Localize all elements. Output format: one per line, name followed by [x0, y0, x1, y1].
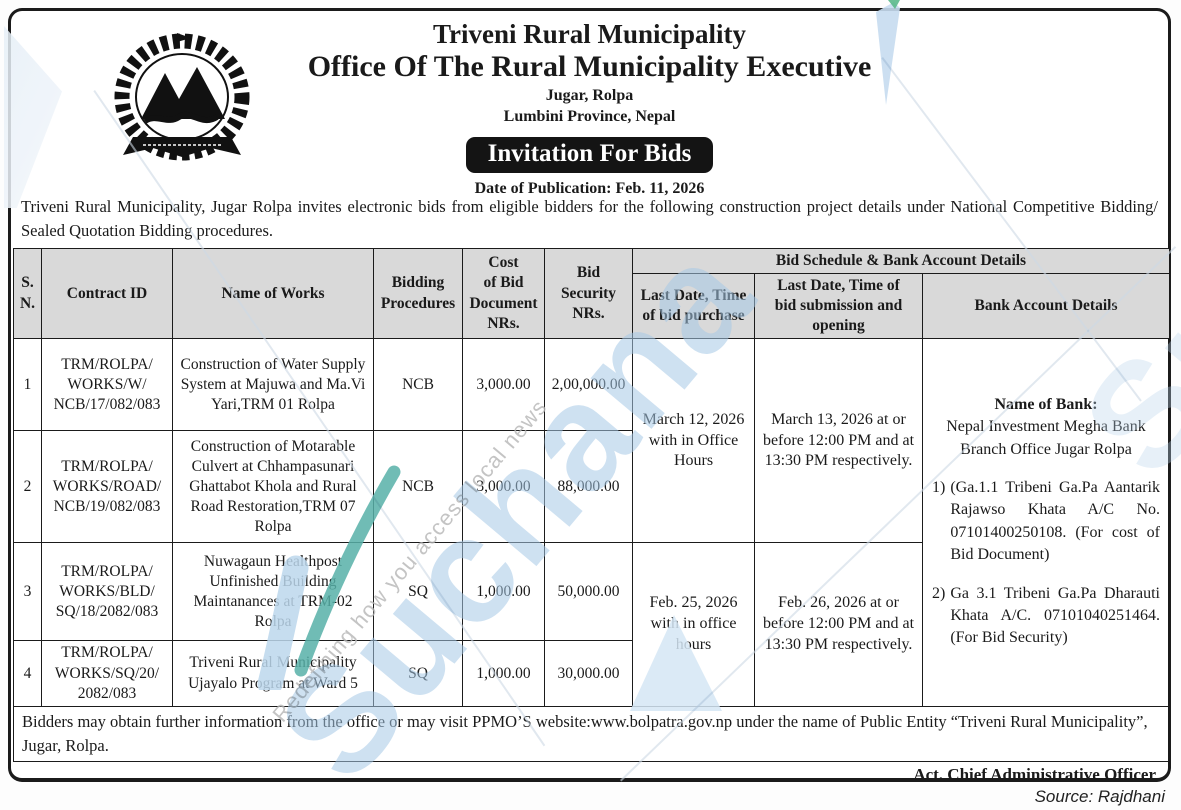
cell-procedure: NCB — [373, 338, 463, 432]
col-header-bank: Bank Account Details — [922, 272, 1170, 340]
table-footer-note-row: Bidders may obtain further information f… — [13, 705, 1170, 762]
bank-account-2-text: Ga 3.1 Tribeni Ga.Pa Dharauti Khata A/C.… — [950, 584, 1160, 647]
col-header-purchase: Last Date, Time of bid purchase — [632, 272, 755, 340]
cell-submission-date-1: March 13, 2026 at or before 12:00 PM and… — [754, 338, 923, 544]
org-name: Triveni Rural Municipality — [432, 19, 746, 49]
col-header-contract-id: Contract ID — [41, 247, 173, 340]
cell-submission-date-2: Feb. 26, 2026 at or before 12:00 PM and … — [754, 542, 923, 707]
col-header-bid-security: Bid Security NRs. — [544, 247, 633, 340]
col-header-sn: S. N. — [13, 247, 42, 340]
col-header-name-of-works: Name of Works — [172, 247, 374, 340]
cell-purchase-date-2: Feb. 25, 2026 with in office hours — [632, 542, 755, 707]
col-header-cost: Cost of Bid Document NRs. — [462, 247, 545, 340]
signature-line: Act. Chief Administrative Officer — [913, 764, 1156, 784]
cell-cost: 3,000.00 — [462, 430, 545, 544]
cell-contract-id: TRM/ROLPA/ WORKS/W/ NCB/17/082/083 — [41, 338, 173, 432]
office-name: Office Of The Rural Municipality Executi… — [307, 50, 872, 84]
emblem-graphic — [114, 33, 250, 161]
cell-security: 30,000.00 — [544, 640, 633, 707]
municipality-emblem — [107, 33, 257, 175]
bank-title: Name of Bank: — [994, 396, 1098, 414]
cell-work: Construction of Water Supply System at M… — [172, 338, 374, 432]
bank-account-1: 1) (Ga.1.1 Tribeni Ga.Pa Aantarik Rajaws… — [932, 477, 1160, 567]
cell-sn: 3 — [13, 542, 42, 642]
cell-security: 2,00,000.00 — [544, 338, 633, 432]
cell-cost: 1,000.00 — [462, 542, 545, 642]
cell-sn: 2 — [13, 430, 42, 544]
cell-work: Construction of Motarable Culvert at Chh… — [172, 430, 374, 544]
publication-date: Date of Publication: Feb. 11, 2026 — [474, 179, 705, 197]
cell-security: 50,000.00 — [544, 542, 633, 642]
bank-account-2: 2) Ga 3.1 Tribeni Ga.Pa Dharauti Khata A… — [932, 583, 1160, 650]
col-header-submission: Last Date, Time of bid submission and op… — [754, 272, 923, 340]
cell-cost: 3,000.00 — [462, 338, 545, 432]
cell-bank-details: Name of Bank: Nepal Investment Megha Ban… — [922, 338, 1170, 707]
bid-notice-document: Triveni Rural Municipality Office Of The… — [8, 8, 1171, 784]
bank-name: Nepal Investment Megha Bank Branch Offic… — [946, 418, 1146, 458]
cell-work: Triveni Rural Municipality Ujayalo Progr… — [172, 640, 374, 707]
cell-procedure: SQ — [373, 640, 463, 707]
source-credit: Source: Rajdhani — [1034, 787, 1165, 806]
intro-paragraph: Triveni Rural Municipality, Jugar Rolpa … — [21, 197, 1158, 240]
col-header-group: Bid Schedule & Bank Account Details — [632, 247, 1170, 274]
bank-account-1-text: (Ga.1.1 Tribeni Ga.Pa Aantarik Rajawso K… — [950, 479, 1160, 564]
bank-account-1-number: 1) — [932, 479, 946, 497]
cell-procedure: NCB — [373, 430, 463, 544]
cell-sn: 4 — [13, 640, 42, 707]
bank-account-2-number: 2) — [932, 584, 946, 602]
bid-table: S. N. Contract ID Name of Works Bidding … — [13, 247, 1170, 762]
cell-purchase-date-1: March 12, 2026 with in Office Hours — [632, 338, 755, 544]
cell-sn: 1 — [13, 338, 42, 432]
cell-procedure: SQ — [373, 542, 463, 642]
cell-cost: 1,000.00 — [462, 640, 545, 707]
cell-work: Nuwagaun Healthpost Unfinished Building … — [172, 542, 374, 642]
cell-contract-id: TRM/ROLPA/ WORKS/ROAD/ NCB/19/082/083 — [41, 430, 173, 544]
col-header-bidding-procedures: Bidding Procedures — [373, 247, 463, 340]
cell-security: 88,000.00 — [544, 430, 633, 544]
document-header: Triveni Rural Municipality Office Of The… — [11, 11, 1168, 197]
cell-contract-id: TRM/ROLPA/ WORKS/BLD/ SQ/18/2082/083 — [41, 542, 173, 642]
table-row: 1 TRM/ROLPA/ WORKS/W/ NCB/17/082/083 Con… — [13, 338, 1170, 707]
address-line-2: Lumbini Province, Nepal — [503, 108, 676, 126]
address-line-1: Jugar, Rolpa — [545, 86, 634, 104]
footer-note: Bidders may obtain further information f… — [13, 705, 1170, 762]
invitation-banner: Invitation For Bids — [465, 136, 714, 173]
cell-contract-id: TRM/ROLPA/ WORKS/SQ/20/ 2082/083 — [41, 640, 173, 707]
